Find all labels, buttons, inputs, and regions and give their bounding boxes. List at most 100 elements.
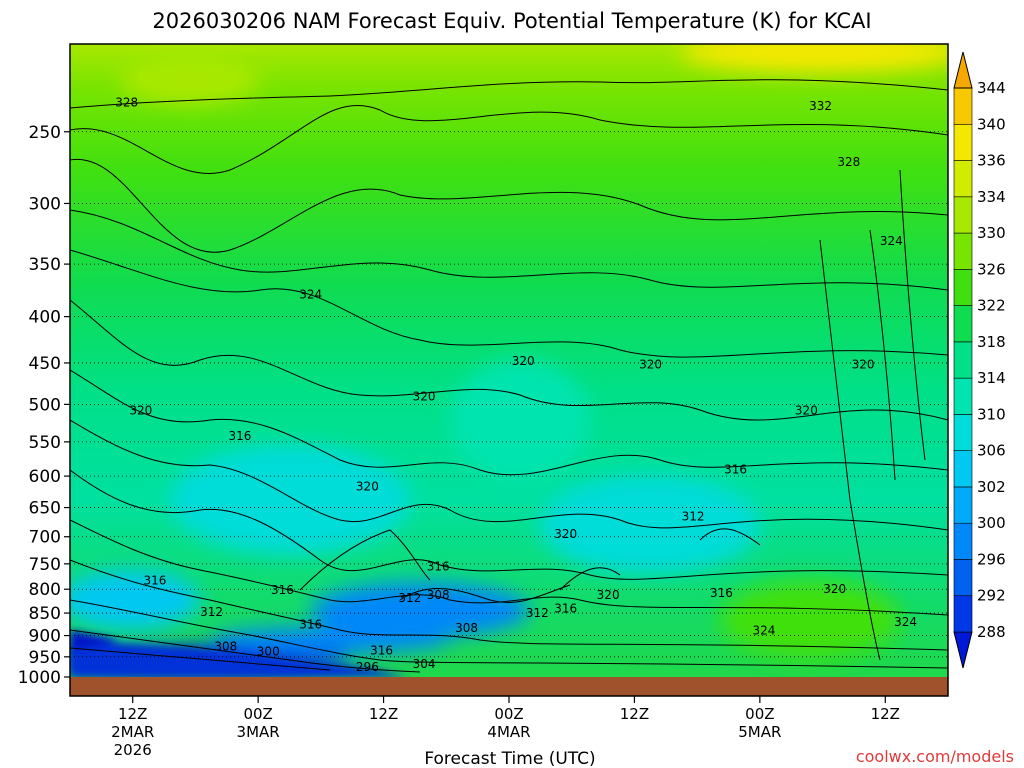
contour-label: 312 — [682, 510, 705, 524]
y-tick-label: 900 — [29, 627, 61, 647]
colorbar-segment — [953, 450, 973, 488]
colorbar-label: 310 — [977, 405, 1006, 423]
contour-label: 304 — [413, 657, 436, 671]
colorbar-segment — [953, 305, 973, 343]
contour-label: 308 — [427, 588, 450, 602]
y-tick-label: 750 — [29, 555, 61, 575]
y-tick-label: 800 — [29, 580, 61, 600]
colorbar-label: 296 — [977, 550, 1006, 568]
contour-label: 308 — [455, 621, 478, 635]
colorbar-segment — [953, 486, 973, 524]
x-tick-label: 12Z — [620, 705, 649, 723]
colorbar-segment — [953, 595, 973, 633]
colorbar-label: 330 — [977, 224, 1006, 242]
colorbar-label: 344 — [977, 79, 1006, 97]
colorbar-segment — [953, 123, 973, 161]
contour-label: 316 — [554, 601, 577, 615]
colorbar-label: 318 — [977, 333, 1006, 351]
contour-label: 324 — [299, 287, 322, 301]
x-tick-label: 00Z — [243, 705, 272, 723]
y-tick-label: 250 — [29, 123, 61, 143]
colorbar-label: 322 — [977, 297, 1006, 315]
contour-label: 328 — [384, 0, 407, 5]
contour-label: 316 — [724, 462, 747, 476]
y-tick-label: 850 — [29, 604, 61, 624]
y-tick-label: 950 — [29, 648, 61, 668]
contour-label: 316 — [228, 429, 251, 443]
colorbar-segment — [953, 414, 973, 451]
x-tick-date: 3MAR — [237, 723, 280, 741]
colorbar-label: 300 — [977, 514, 1006, 532]
colorbar-label: 288 — [977, 623, 1006, 641]
colorbar-segment — [953, 269, 973, 306]
contour-label: 328 — [837, 155, 860, 169]
colorbar-label: 340 — [977, 115, 1006, 133]
contour-label: 324 — [880, 234, 903, 248]
contour-label: 300 — [257, 644, 280, 658]
contour-label: 316 — [710, 586, 733, 600]
contour-label: 312 — [526, 606, 549, 620]
ground-fill — [70, 677, 948, 696]
contour-label: 312 — [200, 605, 223, 619]
contour-label: 316 — [271, 583, 294, 597]
contour-label: 320 — [639, 358, 662, 372]
colorbar-segment — [953, 87, 973, 125]
x-tick-label: 00Z — [745, 705, 774, 723]
contour-label: 332 — [809, 99, 832, 113]
colorbar-label: 326 — [977, 260, 1006, 278]
colorbar-segment — [953, 559, 973, 597]
x-tick-label: 00Z — [494, 705, 523, 723]
contour-label: 324 — [894, 615, 917, 629]
contour-label: 316 — [370, 644, 393, 658]
y-tick-label: 1000 — [18, 668, 61, 688]
contour-label: 320 — [356, 479, 379, 493]
y-tick-label: 300 — [29, 194, 61, 214]
x-tick-label: 12Z — [871, 705, 900, 723]
colorbar-segment — [953, 341, 973, 379]
y-tick-label: 450 — [29, 354, 61, 374]
x-tick-date: 5MAR — [738, 723, 781, 741]
x-axis-label: Forecast Time (UTC) — [424, 749, 595, 768]
x-tick-date: 2MAR — [111, 723, 154, 741]
y-tick-label: 600 — [29, 467, 61, 487]
colorbar-segment — [953, 196, 973, 234]
contour-label: 320 — [554, 527, 577, 541]
contour-label: 316 — [144, 573, 167, 587]
colorbar-label: 314 — [977, 369, 1006, 387]
contour-label: 320 — [597, 588, 620, 602]
colorbar-segment — [953, 232, 973, 270]
contour-label: 324 — [752, 623, 775, 637]
y-tick-label: 500 — [29, 395, 61, 415]
contour-label: 296 — [356, 660, 379, 674]
colorbar-label: 334 — [977, 188, 1006, 206]
x-tick-year: 2026 — [114, 741, 152, 759]
contour-label: 328 — [115, 95, 138, 109]
contour-lines — [70, 79, 948, 673]
y-tick-label: 400 — [29, 308, 61, 328]
colorbar-label: 302 — [977, 478, 1006, 496]
colorbar: 288 292 296 300 302 306 310 314 318 322 326 330 334 3… — [953, 51, 1006, 669]
contour-labels: 3283283363323283243243203203203203203203… — [115, 0, 917, 674]
y-tick-label: 650 — [29, 499, 61, 519]
y-tick-label: 350 — [29, 255, 61, 275]
y-tick-label: 700 — [29, 528, 61, 548]
credit-text: coolwx.com/models — [856, 747, 1014, 766]
x-tick-label: 12Z — [369, 705, 398, 723]
plot-area: 3283283363323283243243203203203203203203… — [70, 0, 948, 677]
y-tick-label: 550 — [29, 433, 61, 453]
colorbar-label: 306 — [977, 442, 1006, 460]
colorbar-label: 336 — [977, 152, 1006, 170]
contour-label: 316 — [299, 617, 322, 631]
contour-label: 320 — [129, 404, 152, 418]
colorbar-max-arrow — [953, 51, 973, 89]
plot-background — [70, 44, 948, 677]
colorbar-segment — [953, 377, 973, 415]
contour-label: 320 — [413, 389, 436, 403]
colorbar-segment — [953, 160, 973, 198]
colorbar-min-arrow — [953, 631, 973, 669]
x-tick-date: 4MAR — [487, 723, 530, 741]
colorbar-label: 292 — [977, 587, 1006, 605]
contour-label: 308 — [214, 639, 237, 653]
